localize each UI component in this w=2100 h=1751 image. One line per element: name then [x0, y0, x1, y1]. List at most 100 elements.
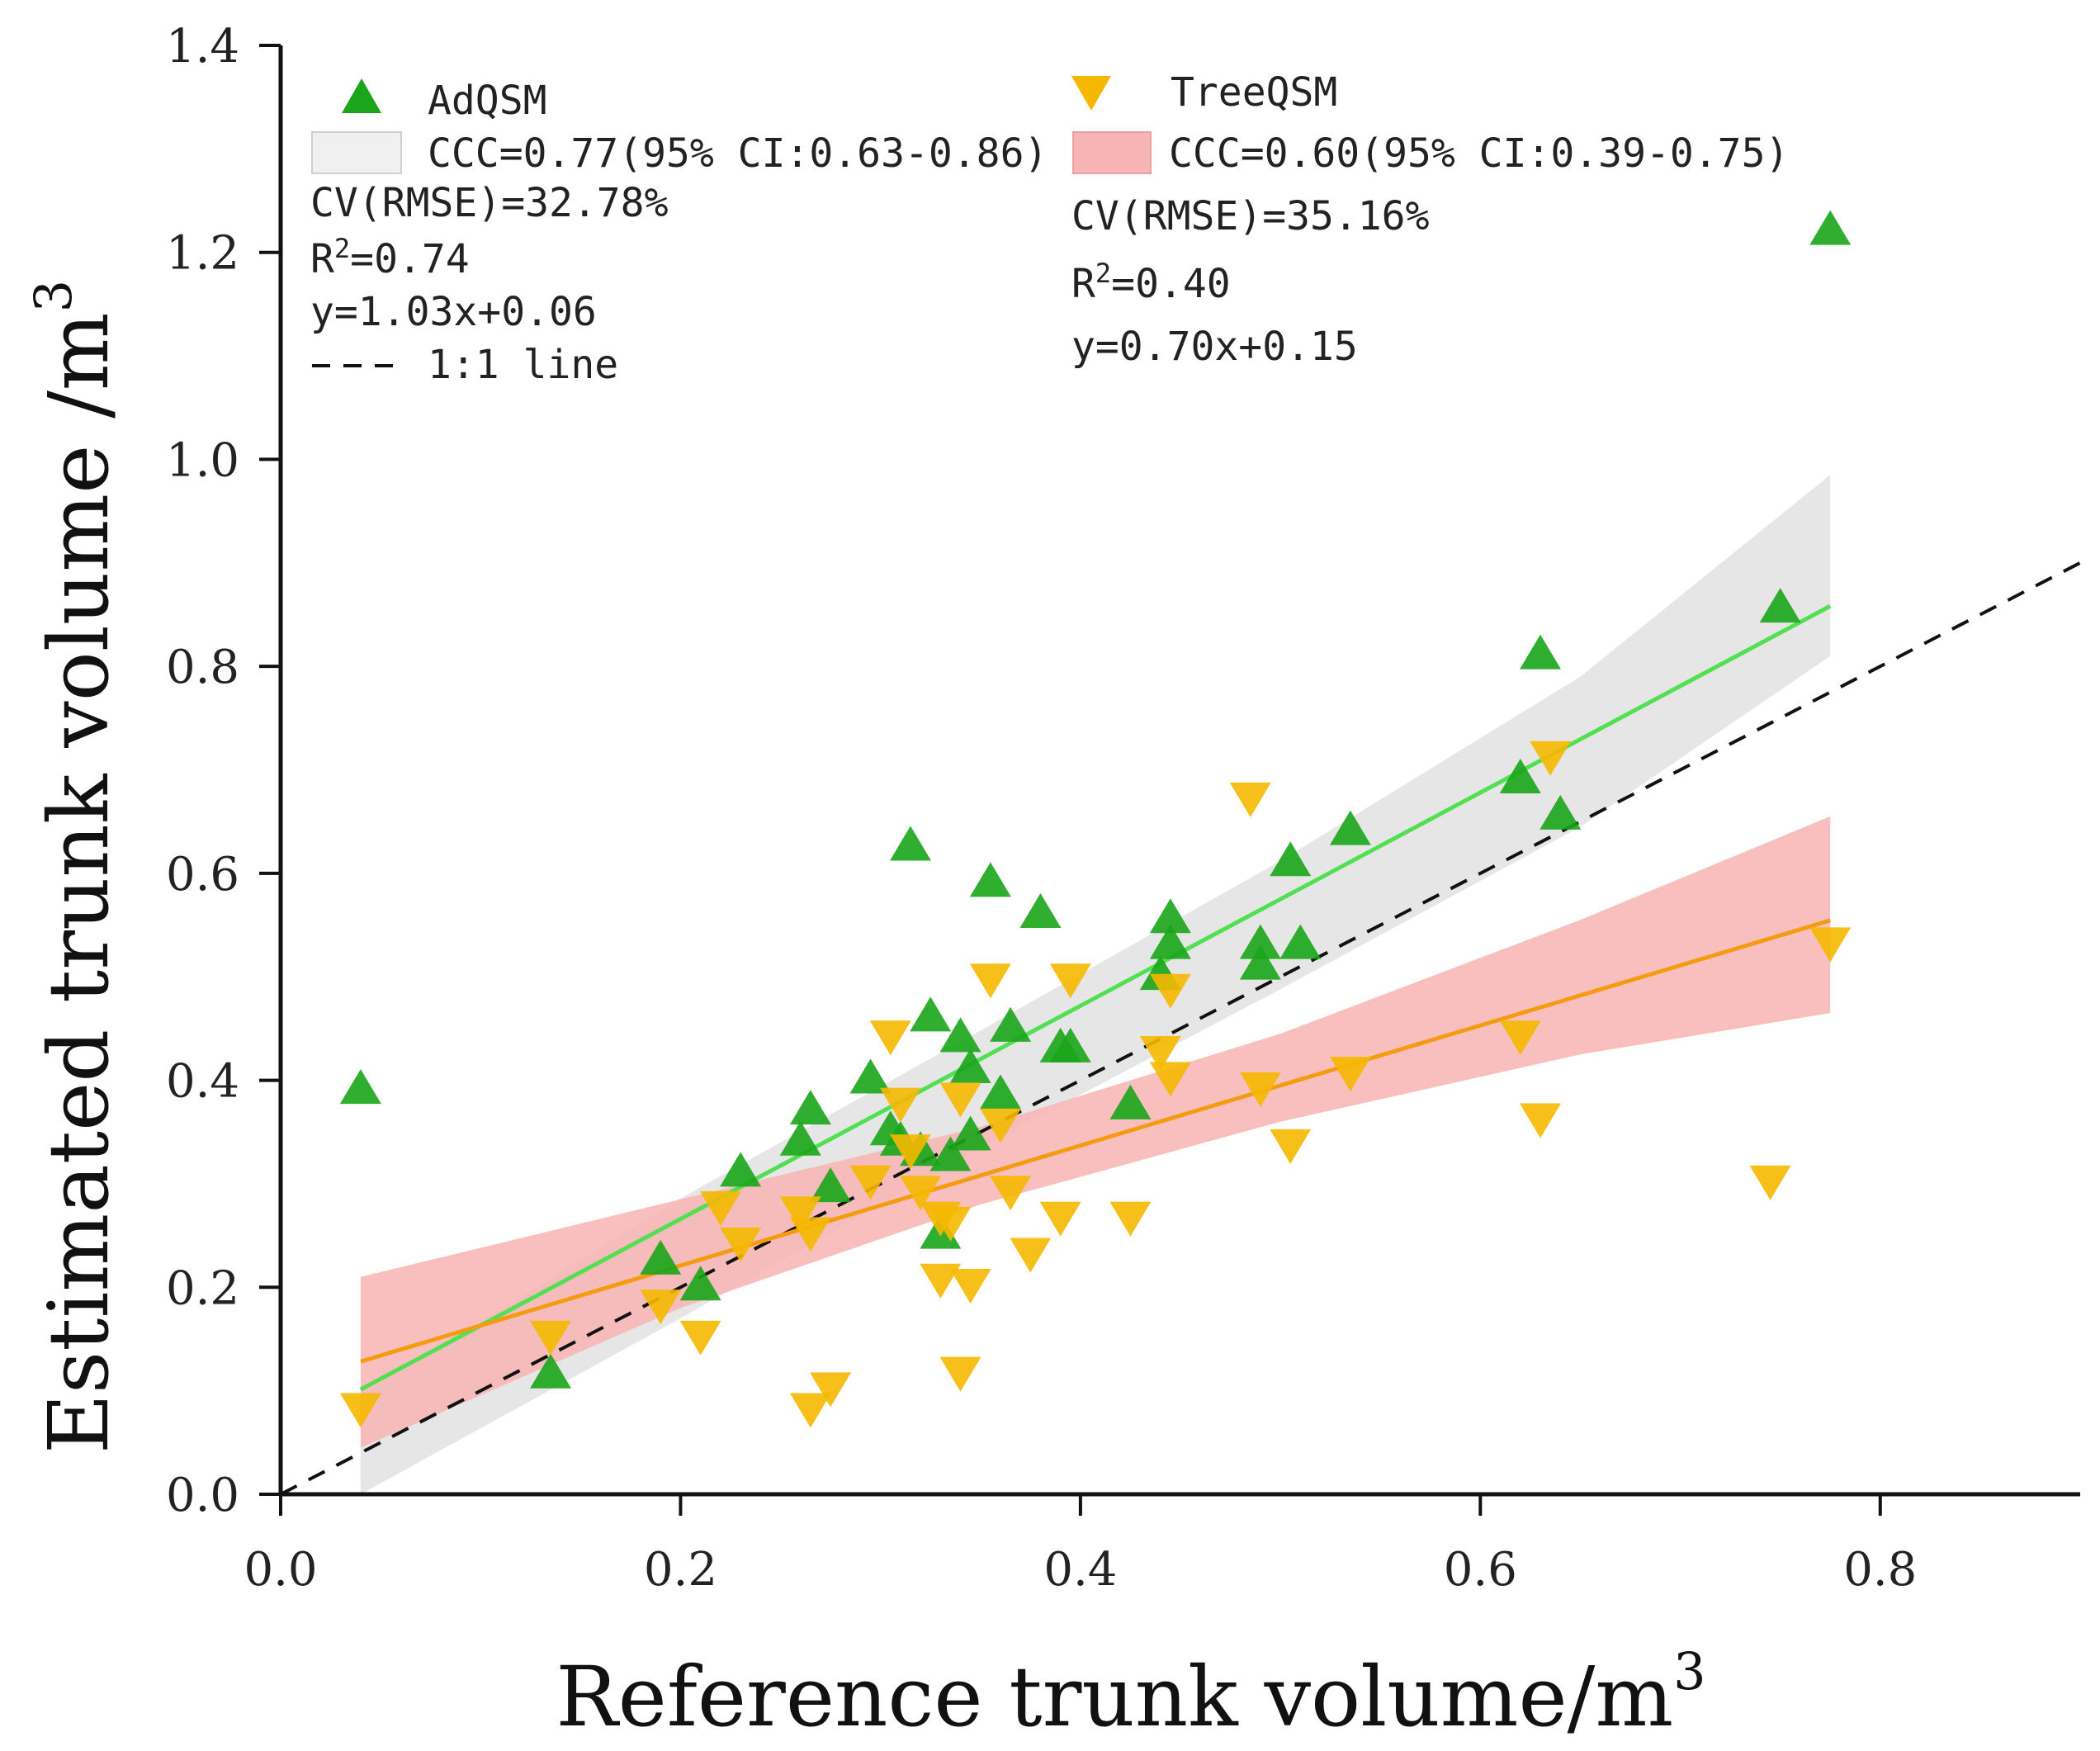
treeqsm-point [1809, 927, 1852, 963]
adqsm-point [339, 1069, 381, 1105]
adqsm-point [1049, 1027, 1091, 1062]
x-tick-label: 0.8 [1843, 1543, 1917, 1597]
treeqsm-point [1109, 1201, 1152, 1237]
adqsm-point [679, 1266, 721, 1301]
adqsm-legend-marker [342, 78, 381, 113]
adqsm-point [939, 1017, 981, 1053]
adqsm-point [1499, 758, 1541, 793]
one-to-one-legend-label: 1:1 line [428, 342, 618, 388]
treeqsm-point [699, 1191, 741, 1227]
treeqsm-point [920, 1263, 962, 1299]
adqsm-point [779, 1120, 821, 1156]
treeqsm-point [789, 1217, 831, 1252]
adqsm-point [890, 826, 931, 861]
treeqsm-point [339, 1393, 381, 1428]
adqsm-ccc: CCC=0.77(95% CI:0.63-0.86) [428, 130, 1048, 177]
treeqsm-point [900, 1176, 942, 1211]
treeqsm-confidence-band [360, 816, 1831, 1448]
treeqsm-point [1039, 1201, 1081, 1237]
treeqsm-point [1149, 1062, 1191, 1097]
treeqsm-point [849, 1165, 892, 1200]
x-tick-label: 0.4 [1043, 1543, 1117, 1597]
x-tick-label: 0.0 [244, 1543, 317, 1597]
treeqsm-point [939, 1356, 981, 1392]
adqsm-point [910, 996, 952, 1032]
adqsm-point [1809, 210, 1852, 245]
adqsm-point [1540, 794, 1582, 830]
adqsm-point [969, 862, 1011, 897]
treeqsm-fit-line [360, 918, 1831, 1364]
treeqsm-point [1229, 782, 1271, 817]
treeqsm-point [1749, 1165, 1791, 1200]
adqsm-legend-label: AdQSM [428, 78, 547, 124]
y-tick-label: 0.4 [166, 1055, 239, 1109]
treeqsm-point [789, 1393, 831, 1428]
treeqsm-band-swatch [1072, 131, 1152, 174]
y-tick-label: 1.4 [166, 20, 239, 73]
adqsm-fit-line [359, 603, 1832, 1392]
treeqsm-point [640, 1290, 682, 1325]
adqsm-point [640, 1239, 682, 1275]
adqsm-point [1019, 892, 1062, 928]
y-axis-title: Estimated trunk volume /m3 [23, 280, 127, 1454]
x-tick-label: 0.6 [1444, 1543, 1517, 1597]
y-tick-label: 1.0 [166, 433, 239, 487]
treeqsm-point [1520, 1103, 1561, 1138]
treeqsm-point [530, 1320, 571, 1356]
adqsm-point [1270, 841, 1312, 877]
treeqsm-legend-marker [1071, 76, 1111, 111]
adqsm-band-swatch [311, 131, 402, 174]
treeqsm-point [1139, 1036, 1181, 1072]
treeqsm-ccc: CCC=0.60(95% CI:0.39-0.75) [1169, 130, 1789, 177]
treeqsm-point [1270, 1129, 1312, 1164]
treeqsm-point [980, 1108, 1021, 1143]
adqsm-point [849, 1058, 892, 1094]
adqsm-point [1149, 924, 1191, 959]
treeqsm-equation: y=0.70x+0.15 [1071, 324, 1358, 370]
x-axis-title: Reference trunk volume/m3 [556, 1641, 1705, 1745]
treeqsm-point [879, 1087, 921, 1123]
adqsm-point [530, 1353, 571, 1389]
treeqsm-point [1149, 973, 1191, 1009]
fit-lines [359, 603, 1832, 1392]
adqsm-point [929, 1136, 972, 1171]
treeqsm-point [1049, 963, 1091, 999]
x-tick-label: 0.2 [644, 1543, 717, 1597]
adqsm-point [1239, 944, 1281, 980]
adqsm-point [1329, 810, 1371, 845]
y-tick-label: 0.2 [166, 1261, 239, 1315]
adqsm-point [789, 1090, 831, 1125]
adqsm-point [720, 1152, 762, 1187]
adqsm-equation: y=1.03x+0.06 [310, 289, 597, 335]
treeqsm-point [929, 1206, 972, 1242]
treeqsm-cv: CV(RMSE)=35.16% [1071, 193, 1430, 239]
treeqsm-point [890, 1134, 931, 1170]
adqsm-point [1279, 924, 1322, 959]
legend-treeqsm: TreeQSM CCC=0.60(95% CI:0.39-0.75) CV(RM… [1071, 69, 1789, 370]
treeqsm-point [969, 963, 1011, 999]
treeqsm-point [869, 1020, 911, 1056]
legend-adqsm: AdQSM CCC=0.77(95% CI:0.63-0.86) CV(RMSE… [310, 78, 1048, 388]
adqsm-point [1239, 924, 1281, 959]
adqsm-point [990, 1006, 1032, 1042]
y-tick-label: 1.2 [166, 227, 239, 281]
adqsm-point [949, 1115, 991, 1151]
treeqsm-point [810, 1372, 852, 1408]
treeqsm-point [939, 1082, 981, 1118]
treeqsm-point [949, 1269, 991, 1304]
ticks: 0.0 0.2 0.4 0.6 0.8 0.0 0.2 0.4 0.6 0.8 1.0 1.2 1.4 [166, 20, 1917, 1597]
adqsm-cv: CV(RMSE)=32.78% [310, 180, 669, 226]
adqsm-point [1109, 1084, 1152, 1119]
adqsm-point [1149, 898, 1191, 934]
adqsm-r2: R2=0.74 [310, 233, 470, 282]
adqsm-point [1759, 588, 1801, 623]
adqsm-point [810, 1167, 852, 1203]
y-tick-label: 0.8 [166, 641, 239, 694]
treeqsm-point [1329, 1057, 1371, 1092]
treeqsm-r2: R2=0.40 [1071, 258, 1231, 307]
treeqsm-point [720, 1227, 762, 1262]
adqsm-point [1520, 634, 1561, 670]
adqsm-point [980, 1074, 1021, 1110]
data-points [339, 210, 1852, 1428]
